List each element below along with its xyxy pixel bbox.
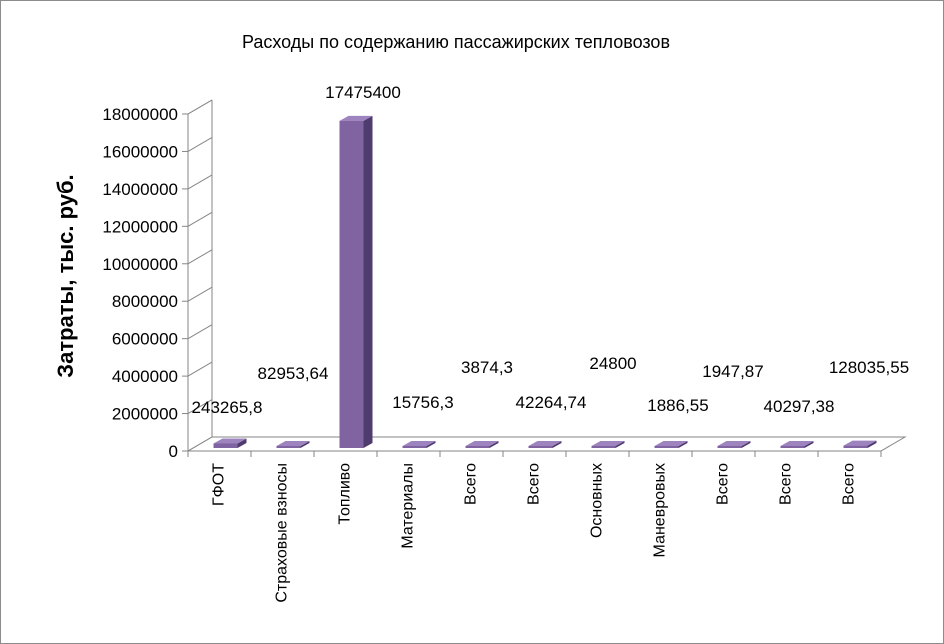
bar: [402, 446, 427, 448]
y-tick-connector: [187, 399, 213, 414]
y-tick-connector: [187, 324, 213, 340]
y-tick-connector: [187, 436, 213, 452]
category-label: Материалы: [400, 463, 417, 549]
bar: [213, 443, 238, 448]
data-label: 1947,87: [702, 362, 763, 381]
category-label: Основных: [589, 463, 606, 538]
category-label: Всего: [841, 463, 858, 505]
y-tick-label: 6000000: [112, 330, 178, 349]
bar-side: [489, 441, 499, 448]
bar-side: [741, 441, 751, 448]
bar-side: [300, 441, 310, 448]
bar-top: [528, 441, 562, 446]
y-tick-label: 10000000: [102, 255, 178, 274]
bar-top: [591, 441, 625, 446]
data-label: 17475400: [325, 83, 401, 102]
y-tick-label: 18000000: [102, 105, 178, 124]
y-tick-connector: [187, 137, 213, 152]
y-tick-connector: [187, 249, 213, 265]
y-tick-label: 4000000: [112, 367, 178, 386]
category-label: Топливо: [337, 463, 354, 525]
bar-top: [276, 441, 310, 446]
bar-top: [339, 115, 373, 121]
bar: [276, 446, 301, 448]
category-label: Страховые взносы: [274, 463, 291, 603]
data-label: 15756,3: [392, 393, 453, 412]
data-label: 40297,38: [764, 397, 835, 416]
data-label: 3874,3: [461, 358, 513, 377]
y-tick-connector: [187, 99, 213, 115]
y-axis-label: Затраты, тыс. руб.: [53, 174, 78, 377]
bar-top: [465, 441, 499, 446]
bar-side: [552, 441, 562, 448]
y-tick-connector: [187, 211, 213, 227]
y-tick-label: 8000000: [112, 292, 178, 311]
data-label: 24800: [589, 354, 636, 373]
data-label: 42264,74: [516, 393, 587, 412]
bar-top: [843, 440, 877, 446]
category-label: Всего: [526, 463, 543, 505]
y-tick-label: 14000000: [102, 180, 178, 199]
bar-side: [867, 440, 877, 448]
data-label: 1886,55: [647, 396, 708, 415]
category-label: Всего: [715, 463, 732, 505]
bar: [717, 446, 742, 448]
y-tick-connector: [187, 174, 213, 190]
category-label: ГФОТ: [211, 463, 228, 506]
y-tick-connector: [187, 286, 213, 302]
category-label: Всего: [778, 463, 795, 505]
bar-side: [804, 441, 814, 448]
bar: [465, 446, 490, 448]
category-label: Маневровых: [652, 463, 669, 557]
bar: [528, 446, 553, 448]
bar: [591, 446, 616, 448]
plot-area: 0 2000000 4000000 6000000 8000000 10000000 120…: [102, 83, 909, 603]
chart-title: Расходы по содержанию пассажирских тепло…: [242, 32, 670, 52]
bar: [654, 446, 679, 448]
bar: [843, 445, 868, 448]
bar-side: [615, 441, 625, 448]
data-label: 243265,8: [192, 398, 263, 417]
bar-side: [426, 441, 436, 448]
bar-top: [717, 441, 751, 446]
bar-top: [780, 441, 814, 446]
bar-top: [402, 441, 436, 446]
bar-side: [363, 115, 373, 448]
y-tick-label: 16000000: [102, 142, 178, 161]
y-tick-label: 2000000: [112, 405, 178, 424]
data-label: 128035,55: [829, 358, 909, 377]
bar-side: [237, 438, 247, 448]
bar-top: [654, 441, 688, 446]
category-label: Всего: [463, 463, 480, 505]
y-tick-label: 0: [169, 442, 178, 461]
y-tick-connector: [187, 361, 213, 377]
y-tick-label: 12000000: [102, 217, 178, 236]
data-label: 82953,64: [258, 364, 329, 383]
bar-side: [678, 441, 688, 448]
bar-top: [213, 438, 247, 444]
bar: [339, 120, 364, 448]
bar: [780, 446, 805, 448]
